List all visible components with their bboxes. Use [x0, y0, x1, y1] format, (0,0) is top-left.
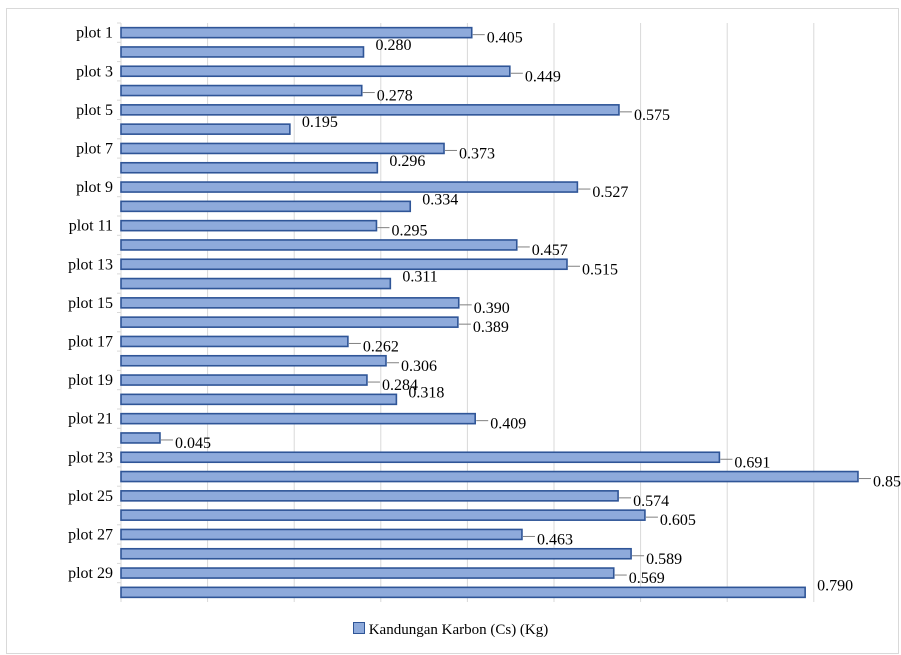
data-label: 0.280: [375, 37, 411, 54]
bar: [120, 104, 620, 116]
bar: [120, 84, 363, 97]
data-labels: 0.405 0.280 0.449 0.278 0.575 0.195 0.373 0.296…: [160, 30, 901, 594]
data-label: 0.405: [487, 30, 523, 47]
category-label: plot 1: [76, 25, 113, 42]
category-label: plot 25: [68, 488, 113, 505]
legend: Kandungan Karbon (Cs) (Kg): [0, 622, 901, 639]
category-label: plot 17: [68, 333, 113, 350]
data-label: 0.409: [490, 416, 526, 433]
bar: [120, 432, 161, 444]
bar: [120, 219, 378, 232]
bar: [120, 528, 523, 541]
bar: [120, 200, 412, 213]
data-label: 0.389: [473, 319, 509, 336]
legend-swatch: [352, 622, 365, 634]
data-label: 0.790: [817, 577, 853, 594]
category-label: plot 19: [68, 372, 113, 389]
bar: [120, 181, 579, 193]
bar: [120, 547, 632, 560]
data-label: 0.589: [646, 551, 682, 568]
data-label: 0.334: [422, 191, 458, 208]
bar: [120, 161, 379, 174]
bar: [120, 258, 568, 271]
data-label: 0.851: [873, 474, 901, 491]
bar: [120, 46, 365, 58]
category-label: plot 13: [68, 256, 113, 273]
bar: [120, 586, 806, 599]
category-label: plot 23: [68, 449, 113, 466]
data-label: 0.463: [537, 531, 573, 548]
bar: [120, 65, 511, 78]
category-label: plot 15: [68, 295, 113, 312]
data-label: 0.296: [389, 153, 425, 170]
category-label: plot 7: [76, 140, 113, 157]
data-label: 0.306: [401, 358, 437, 375]
data-label: 0.605: [660, 512, 696, 529]
category-label: plot 5: [76, 102, 113, 119]
data-label: 0.373: [459, 145, 495, 162]
category-label: plot 9: [76, 179, 113, 196]
data-label: 0.045: [175, 435, 211, 452]
data-label: 0.195: [302, 114, 338, 131]
data-label: 0.691: [734, 454, 770, 471]
bar: [120, 277, 392, 290]
bar: [120, 451, 721, 464]
category-label: plot 11: [69, 218, 113, 235]
data-label: 0.284: [382, 377, 418, 394]
data-label: 0.295: [391, 223, 427, 240]
bar: [120, 142, 445, 155]
data-label: 0.569: [629, 570, 665, 587]
category-label: plot 3: [76, 63, 113, 80]
legend-label: Kandungan Karbon (Cs) (Kg): [368, 622, 549, 638]
bar: [120, 354, 387, 367]
category-label: plot 27: [68, 526, 113, 543]
bar: [120, 490, 619, 502]
bar: [120, 297, 460, 309]
data-label: 0.457: [532, 242, 568, 259]
bar: [120, 335, 349, 348]
data-label: 0.527: [592, 184, 628, 201]
data-label: 0.449: [525, 68, 561, 85]
data-label: 0.311: [402, 269, 437, 286]
data-label: 0.575: [634, 107, 670, 124]
data-label: 0.515: [582, 261, 618, 278]
data-label: 0.262: [363, 338, 399, 355]
bar: [120, 316, 459, 328]
bar: [120, 123, 291, 135]
bar: [120, 239, 518, 251]
data-label: 0.574: [633, 493, 669, 510]
bar: [120, 470, 859, 483]
bar: [120, 393, 398, 406]
bar: [120, 374, 368, 386]
chart-frame: [6, 8, 899, 654]
bar: [120, 412, 476, 425]
category-axis: plot 1 plot 3 plot 5 plot 7 plot 9 plot 11 plo…: [68, 22, 121, 584]
data-label: 0.318: [408, 384, 444, 401]
bar: [120, 509, 646, 521]
bar: [120, 26, 473, 39]
data-label: 0.278: [377, 88, 413, 105]
category-label: plot 29: [68, 565, 113, 582]
bar: [120, 567, 615, 579]
category-label: plot 21: [68, 411, 113, 428]
bar-series: [120, 26, 859, 599]
data-label: 0.390: [474, 300, 510, 317]
